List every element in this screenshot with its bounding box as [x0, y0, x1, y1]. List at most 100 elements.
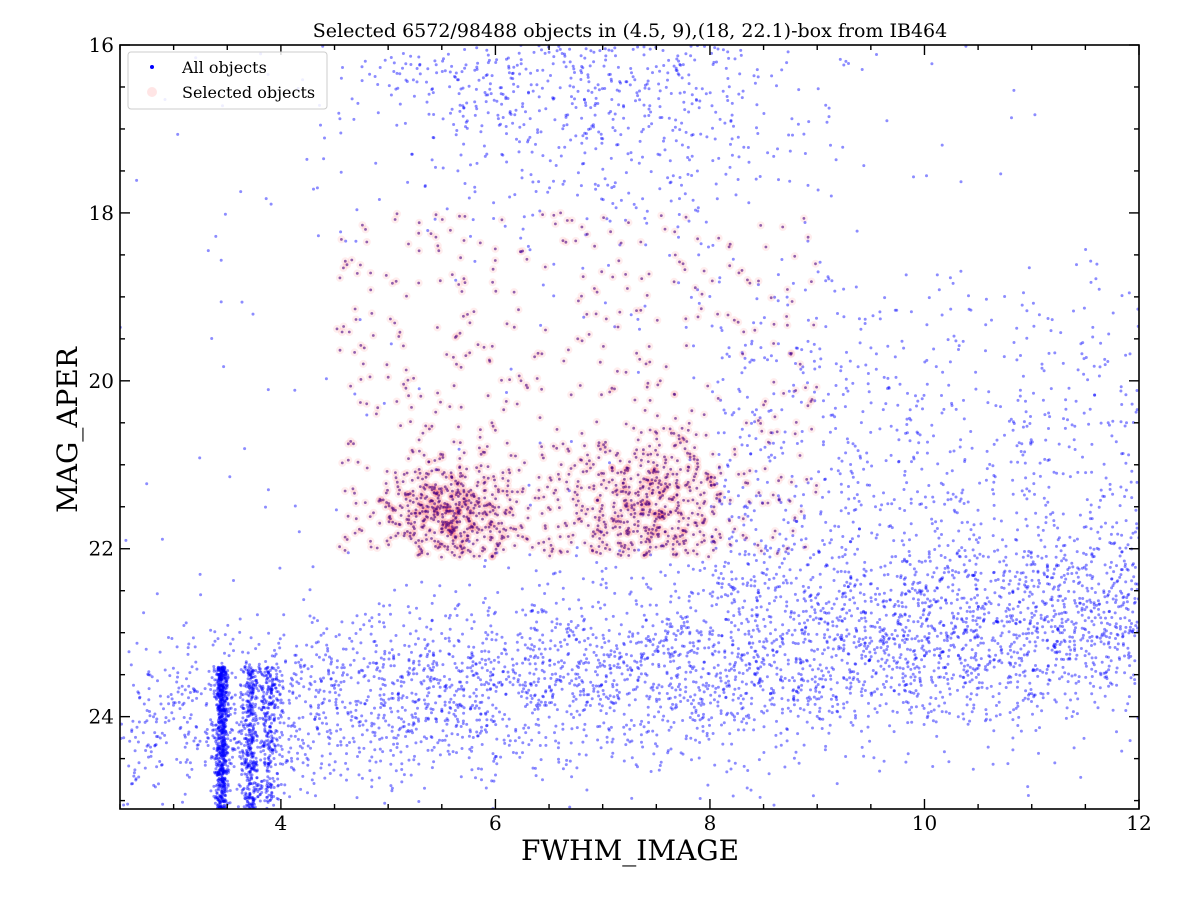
all-objects-point: [422, 679, 426, 683]
all-objects-point: [904, 683, 908, 687]
all-objects-point: [639, 663, 643, 667]
all-objects-point: [583, 639, 587, 643]
all-objects-point: [375, 661, 379, 665]
all-objects-point: [342, 736, 346, 740]
all-objects-point: [247, 674, 251, 677]
all-objects-point: [1032, 625, 1036, 629]
all-objects-point: [287, 737, 291, 741]
all-objects-point: [566, 623, 570, 626]
all-objects-point: [1035, 627, 1039, 631]
all-objects-point: [1092, 603, 1096, 607]
all-objects-point: [287, 716, 291, 720]
all-objects-point: [842, 706, 846, 710]
all-objects-point: [501, 670, 505, 673]
all-objects-point: [373, 748, 377, 752]
all-objects-point: [239, 720, 243, 724]
all-objects-point: [750, 696, 754, 700]
all-objects-point: [212, 689, 216, 693]
all-objects-point: [925, 636, 929, 640]
all-objects-point: [727, 684, 731, 688]
all-objects-point: [809, 599, 813, 602]
all-objects-point: [789, 610, 793, 613]
all-objects-point: [432, 685, 435, 689]
all-objects-point: [596, 738, 600, 742]
all-objects-point: [369, 711, 373, 715]
all-objects-point: [1031, 601, 1035, 605]
all-objects-point: [719, 671, 722, 675]
all-objects-point: [399, 680, 403, 684]
all-objects-point: [381, 683, 385, 686]
all-objects-point: [228, 789, 232, 793]
all-objects-point: [945, 633, 949, 637]
all-objects-point: [954, 570, 958, 574]
all-objects-point: [561, 586, 565, 590]
all-objects-point: [791, 697, 795, 701]
all-objects-point: [199, 692, 203, 696]
all-objects-point: [648, 603, 652, 607]
all-objects-point: [443, 738, 447, 742]
all-objects-point: [500, 683, 504, 687]
all-objects-point: [1052, 642, 1056, 646]
all-objects-point: [796, 691, 800, 695]
all-objects-point: [432, 594, 436, 598]
all-objects-point: [611, 751, 615, 755]
all-objects-point: [246, 699, 250, 703]
all-objects-point: [801, 667, 805, 671]
all-objects-point: [1097, 607, 1100, 611]
all-objects-point: [213, 639, 217, 643]
all-objects-point: [1044, 521, 1048, 525]
all-objects-point: [247, 770, 251, 774]
all-objects-point: [625, 664, 629, 668]
all-objects-point: [235, 721, 239, 725]
all-objects-point: [908, 614, 912, 618]
all-objects-point: [870, 639, 874, 643]
all-objects-point: [320, 762, 324, 766]
all-objects-point: [708, 723, 711, 727]
all-objects-point: [314, 695, 317, 699]
all-objects-point: [247, 694, 251, 698]
all-objects-point: [985, 686, 989, 690]
all-objects-point: [318, 717, 321, 721]
all-objects-point: [1072, 622, 1076, 626]
all-objects-point: [878, 639, 882, 643]
all-objects-point: [769, 615, 773, 619]
all-objects-point: [680, 630, 684, 634]
all-objects-point: [1060, 621, 1064, 625]
all-objects-point: [177, 700, 181, 704]
all-objects-point: [992, 658, 996, 662]
all-objects-point: [159, 702, 163, 706]
all-objects-point: [887, 637, 891, 641]
all-objects-point: [457, 640, 461, 643]
all-objects-point: [1009, 616, 1013, 620]
all-objects-point: [902, 679, 906, 683]
all-objects-point: [640, 656, 644, 660]
all-objects-point: [1019, 611, 1023, 615]
all-objects-point: [1027, 631, 1031, 635]
all-objects-point: [267, 631, 271, 635]
all-objects-point: [243, 796, 247, 800]
all-objects-point: [363, 612, 367, 616]
all-objects-point: [1060, 559, 1064, 563]
all-objects-point: [781, 632, 785, 636]
all-objects-point: [1010, 642, 1014, 646]
all-objects-point: [289, 676, 293, 680]
all-objects-point: [241, 693, 245, 697]
all-objects-point: [583, 722, 587, 726]
all-objects-point: [733, 600, 737, 604]
all-objects-point: [212, 692, 216, 696]
all-objects-point: [860, 656, 864, 660]
all-objects-point: [413, 712, 417, 716]
all-objects-point: [1050, 618, 1054, 622]
all-objects-point: [149, 750, 153, 754]
all-objects-point: [796, 732, 800, 736]
all-objects-point: [678, 693, 682, 697]
all-objects-point: [755, 615, 759, 618]
all-objects-point: [769, 620, 773, 624]
all-objects-point: [534, 569, 538, 573]
all-objects-point: [792, 688, 795, 692]
all-objects-point: [257, 689, 261, 693]
all-objects-point: [396, 679, 400, 682]
all-objects-point: [1073, 649, 1077, 652]
all-objects-point: [849, 721, 853, 724]
all-objects-point: [377, 776, 381, 780]
